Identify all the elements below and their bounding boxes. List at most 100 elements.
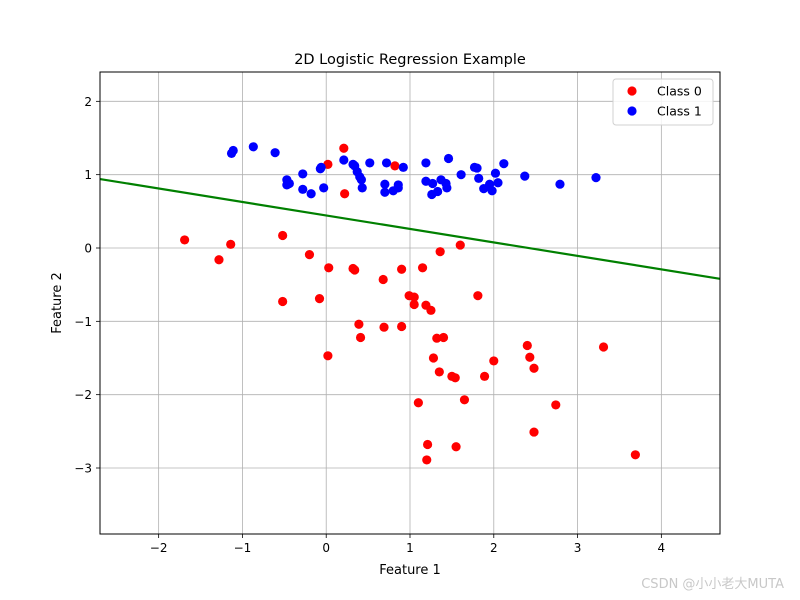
class-1-point [433,186,443,197]
class-1-point [393,180,403,190]
class-0-point [529,363,539,373]
class-1-point [474,173,484,183]
class-1-point [365,158,375,168]
class-0-point [489,356,499,366]
x-tick-label: 3 [574,541,582,555]
class-0-point [598,342,609,352]
x-tick-label: 0 [322,541,330,555]
class-0-point [409,299,419,310]
class-1-point [398,162,408,172]
class-0-point [438,332,449,343]
grid-lines [100,72,720,534]
y-tick-label: 0 [84,242,92,256]
chart-title: 2D Logistic Regression Example [294,52,526,68]
class-1-point [339,155,349,165]
class-0-point [432,333,442,343]
class-1-point [428,178,438,189]
legend-marker-0 [627,86,637,96]
x-tick-label: 1 [406,541,414,555]
y-tick-label: −3 [74,462,92,476]
class-0-point [390,161,400,171]
class-0-point [409,292,419,302]
class-0-point [314,294,325,304]
class-1-point [298,184,308,194]
class-0-point [459,395,470,405]
watermark: CSDN @小小老大MUTA [641,577,784,592]
class-0-point [378,274,388,285]
decision-boundary-line [99,177,721,280]
class-1-point [591,173,601,183]
class-0-point [397,264,407,274]
class-0-point [422,455,432,465]
class-1-point [228,145,238,156]
x-tick-label: 4 [658,541,666,555]
class-0-point [340,189,350,199]
class-0-point [355,332,366,343]
class-1-point [306,189,316,199]
class-1-point [357,183,367,193]
decision-boundary-layer [99,177,721,280]
class-1-point [356,175,367,185]
x-axis-label: Feature 1 [379,563,441,578]
class-1-point [499,159,509,169]
class-0-point [529,427,539,437]
class-1-point [316,162,326,172]
class-0-point [413,398,423,408]
class-1-point [443,153,454,164]
class-0-point [379,322,389,332]
class-0-point [324,263,334,273]
legend-box [612,78,714,126]
class-1-point [380,179,390,189]
class-0-point [435,247,445,257]
class-0-point [479,371,490,381]
x-tick-label: −1 [234,541,252,555]
axis-ticks: −2 −1 0 1 2 3 4 −3 −2 −1 0 1 2 [74,95,665,555]
class-1-point [472,163,482,173]
scatter-points-layer [180,142,640,465]
class-1-point [248,142,258,152]
class-0-point [451,442,461,452]
class-0-point [278,296,288,307]
class-0-point [428,353,439,363]
class-1-point [298,169,308,179]
class-0-point [630,450,640,460]
legend-label-0: Class 0 [657,84,702,99]
legend-label-1: Class 1 [657,104,702,119]
class-1-point [493,178,503,188]
class-1-point [555,179,565,189]
y-tick-label: −2 [74,388,92,402]
y-tick-label: 2 [84,95,92,109]
class-1-point [284,178,294,189]
class-1-point [490,168,501,178]
x-tick-label: 2 [490,541,498,555]
x-tick-label: −2 [150,541,168,555]
class-0-point [450,373,460,383]
class-0-point [226,239,236,249]
class-1-point [319,183,329,193]
class-0-point [397,321,407,332]
class-0-point [426,305,436,315]
class-0-point [455,240,465,250]
class-0-point [180,235,190,245]
class-0-point [323,351,333,361]
class-0-point [350,265,360,275]
class-0-point [354,319,364,329]
class-0-point [278,230,288,241]
class-0-point [551,400,561,410]
class-0-point [339,143,349,153]
class-1-point [487,186,497,196]
class-0-point [522,340,532,351]
legend: Class 0 Class 1 [612,78,714,126]
class-1-point [520,171,530,181]
class-0-point [214,255,224,265]
class-0-point [417,263,428,273]
y-tick-label: 1 [84,168,92,182]
y-axis-label: Feature 2 [50,272,65,334]
y-tick-label: −1 [74,315,92,329]
class-1-point [381,158,392,168]
class-0-point [525,352,535,362]
class-1-point [442,183,452,193]
class-1-point [380,187,390,197]
legend-marker-1 [627,106,637,116]
